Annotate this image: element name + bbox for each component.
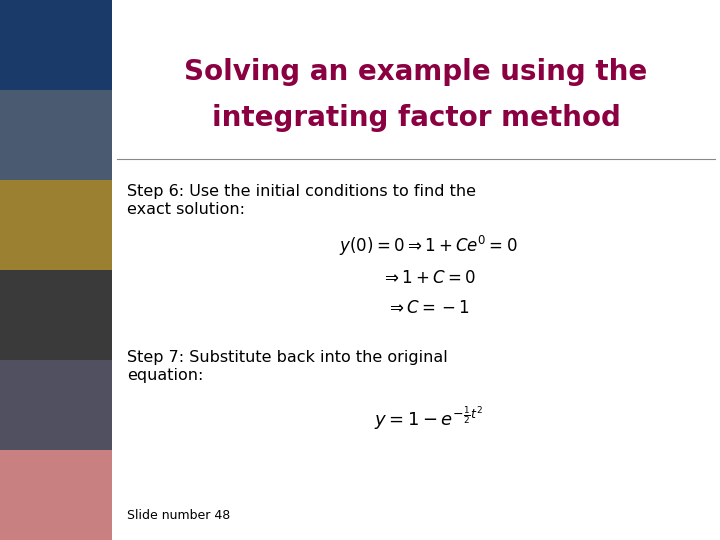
Text: $y = 1 - e^{-\frac{1}{2}t^{2}}$: $y = 1 - e^{-\frac{1}{2}t^{2}}$ xyxy=(374,404,482,433)
Text: $y(0) = 0 \Rightarrow 1 + Ce^{0} = 0$: $y(0) = 0 \Rightarrow 1 + Ce^{0} = 0$ xyxy=(339,234,518,258)
Text: Step 7: Substitute back into the original: Step 7: Substitute back into the origina… xyxy=(127,350,448,365)
Text: equation:: equation: xyxy=(127,368,203,383)
Text: integrating factor method: integrating factor method xyxy=(212,104,621,132)
Bar xyxy=(0,360,112,450)
Bar xyxy=(0,180,112,270)
Bar xyxy=(0,450,112,540)
Text: $\Rightarrow C = -1$: $\Rightarrow C = -1$ xyxy=(386,299,470,318)
Bar xyxy=(0,270,112,360)
Text: Solving an example using the: Solving an example using the xyxy=(184,58,647,86)
Text: Slide number 48: Slide number 48 xyxy=(127,509,230,522)
Bar xyxy=(0,0,112,90)
Text: exact solution:: exact solution: xyxy=(127,202,245,217)
Bar xyxy=(112,0,720,540)
Text: Step 6: Use the initial conditions to find the: Step 6: Use the initial conditions to fi… xyxy=(127,184,476,199)
Text: $\Rightarrow 1 + C = 0$: $\Rightarrow 1 + C = 0$ xyxy=(381,269,476,287)
Bar xyxy=(0,90,112,180)
